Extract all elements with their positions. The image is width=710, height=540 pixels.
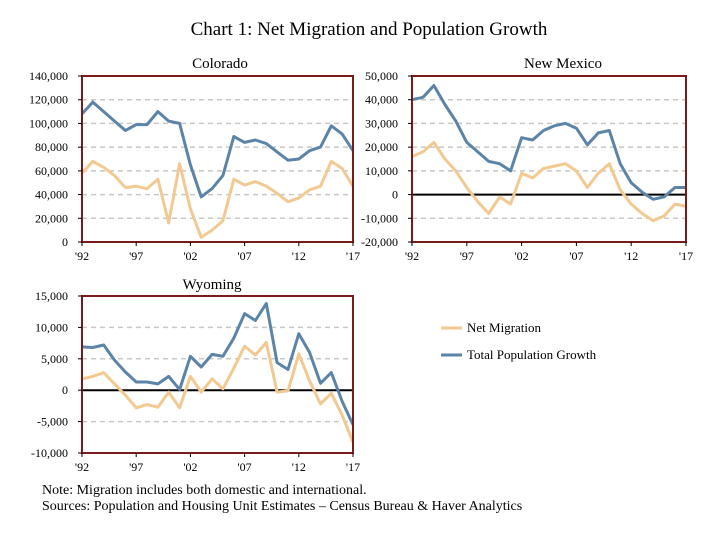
y-tick-label: 0 [392,188,398,202]
y-tick-label: 30,000 [365,116,398,130]
series-line-net-migration [80,159,355,239]
sources-text: Sources: Population and Housing Unit Est… [42,499,523,514]
x-tick-label: '97 [129,460,143,474]
panel-wyoming: Wyoming -10,000 -5,000 0 5,000 10,000 15,000 '9… [31,277,360,474]
x-tick-label: '92 [405,249,419,263]
y-tick-label: -10,000 [361,211,398,225]
plot-frame [411,75,687,243]
panel-colorado: Colorado 0 20,000 40,000 60,000 80,000 100,000… [29,56,360,263]
series-line-total-growth [81,302,355,426]
x-tick-label: '07 [569,249,583,263]
series-line-net-migration [81,341,355,443]
y-tick-label: -10,000 [31,446,68,460]
plot-frame [81,75,354,243]
y-tick-label: 140,000 [29,69,68,83]
y-tick-label: 20,000 [35,211,68,225]
x-tick-label: '92 [75,460,89,474]
y-tick-label: 0 [62,383,68,397]
x-tick-label: '12 [292,460,306,474]
y-tick-label: 0 [62,235,68,249]
y-tick-label: -20,000 [361,235,398,249]
x-tick-label: '02 [515,249,529,263]
series-line-net-migration [411,140,687,223]
x-tick-label: '17 [346,460,360,474]
y-tick-label: 80,000 [35,140,68,154]
x-tick-label: '12 [624,249,638,263]
note-text: Note: Migration includes both domestic a… [42,483,367,498]
y-tick-label: 10,000 [35,320,68,334]
x-tick-label: '02 [183,249,197,263]
legend-label-net-migration: Net Migration [467,320,542,335]
y-tick-label: -5,000 [37,415,68,429]
plot-frame [81,295,354,454]
panel-title-colorado: Colorado [192,56,248,72]
panel-title-wyoming: Wyoming [182,277,242,293]
x-tick-label: '97 [129,249,143,263]
y-tick-label: 5,000 [41,352,68,366]
series-line-total-growth [411,84,686,201]
y-tick-label: 120,000 [29,93,68,107]
y-tick-label: 40,000 [365,93,398,107]
legend: Net Migration Total Population Growth [441,320,597,362]
x-tick-label: '97 [460,249,474,263]
y-tick-label: 10,000 [365,164,398,178]
y-tick-label: 15,000 [35,289,68,303]
figure-title: Chart 1: Net Migration and Population Gr… [191,19,548,40]
x-tick-label: '07 [238,249,252,263]
panel-new-mexico: New Mexico -20,000 -10,000 0 10,000 20,000 30,… [361,56,693,263]
x-tick-label: '07 [238,460,252,474]
legend-label-total-growth: Total Population Growth [467,347,597,362]
x-tick-label: '17 [346,249,360,263]
y-tick-label: 50,000 [365,69,398,83]
y-tick-label: 20,000 [365,140,398,154]
y-tick-label: 40,000 [35,188,68,202]
x-tick-label: '02 [183,460,197,474]
y-tick-label: 60,000 [35,164,68,178]
y-tick-label: 100,000 [29,116,68,130]
x-tick-label: '92 [75,249,89,263]
panel-title-new-mexico: New Mexico [524,56,602,72]
series-line-total-growth [80,100,355,199]
x-tick-label: '12 [292,249,306,263]
x-tick-label: '17 [679,249,693,263]
